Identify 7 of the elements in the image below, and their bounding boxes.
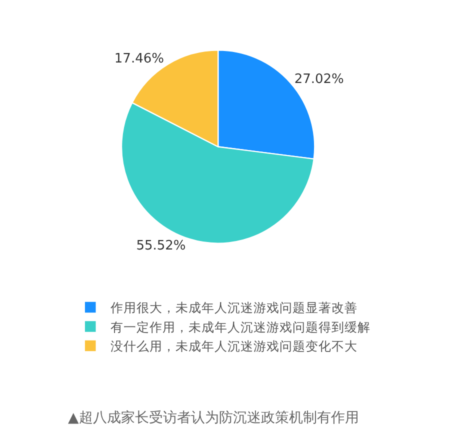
data-label: 27.02% bbox=[294, 72, 344, 88]
legend-label: 作用很大，未成年人沉迷游戏问题显著改善 bbox=[109, 300, 358, 316]
data-label: 55.52% bbox=[136, 238, 186, 254]
data-label: 17.46% bbox=[114, 51, 164, 66]
text: ▲超八成家长受访者认为防沉迷政策机制有作用 bbox=[68, 410, 359, 426]
legend-label: 有一定作用，未成年人沉迷游戏问题得到缓解 bbox=[110, 319, 370, 334]
legend-label: 没什么用，未成年人沉迷游戏问题变化不大 bbox=[110, 338, 358, 354]
